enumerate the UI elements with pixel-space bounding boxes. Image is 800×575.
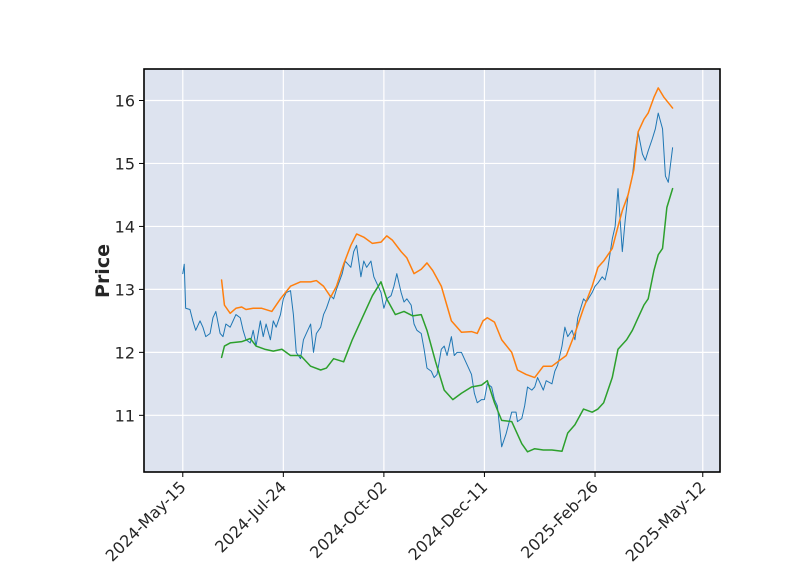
x-tick-label: 2024-Dec-11 <box>405 477 492 564</box>
axes-frame <box>143 68 721 473</box>
y-tick-label: 13 <box>115 280 135 299</box>
y-tick-label: 14 <box>115 217 135 236</box>
series-line-2 <box>220 87 674 379</box>
x-tick-label: 2025-May-12 <box>622 477 710 565</box>
series-line-1 <box>182 112 674 448</box>
data-series <box>182 87 674 453</box>
y-tick-label: 15 <box>115 154 135 173</box>
x-tick-label: 2024-Jul-24 <box>211 477 290 556</box>
x-tick-label: 2025-Feb-26 <box>517 477 602 562</box>
x-tick-label: 2024-Oct-02 <box>306 477 391 562</box>
x-axis: 2024-May-15 2024-Jul-24 2024-Oct-02 2024-De… <box>102 472 710 565</box>
y-tick-label: 11 <box>115 406 135 425</box>
y-axis: 11 12 13 14 15 16 <box>115 91 144 425</box>
grid-lines <box>144 69 720 472</box>
x-tick-label: 2024-May-15 <box>102 477 190 565</box>
series-line-3 <box>220 187 674 453</box>
y-tick-label: 12 <box>115 343 135 362</box>
y-axis-title: Price <box>92 244 114 298</box>
y-tick-label: 16 <box>115 91 135 110</box>
